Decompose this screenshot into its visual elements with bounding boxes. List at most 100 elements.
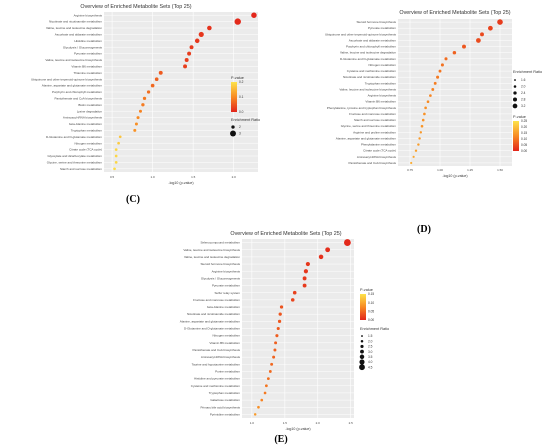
panel-e-title: Overview of Enriched Metabolite Sets (To…	[230, 231, 341, 237]
category-label: Valine, leucine and isoleucine biosynthe…	[339, 87, 396, 91]
category-label: beta-Alanine metabolism	[69, 122, 103, 126]
category-label: D-Glutamine and D-glutamate metabolism	[184, 327, 241, 331]
data-point	[412, 155, 415, 158]
data-point	[305, 261, 310, 267]
color-legend-tick: 0.10	[368, 301, 374, 305]
panel-e-color-bar	[360, 294, 366, 320]
data-point	[480, 32, 484, 37]
size-legend-label: 3.0	[368, 350, 373, 354]
data-point	[429, 94, 432, 97]
category-label: Fructose and mannose metabolism	[349, 112, 396, 116]
data-point	[113, 167, 116, 171]
data-point	[276, 326, 280, 331]
data-point	[325, 247, 331, 253]
category-label: Glycolysis / Gluconeogenesis	[63, 45, 103, 49]
data-point	[117, 141, 120, 145]
data-point	[440, 63, 444, 67]
panel-d-size-legend-title: Enrichment Ratio	[513, 70, 542, 74]
size-legend-label: 2.0	[368, 339, 373, 343]
size-legend-dot	[359, 359, 365, 365]
category-label: Selenocompound metabolism	[200, 241, 240, 245]
x-tick-label: 1.00	[437, 168, 443, 172]
panel-c-legend: P-value 0.2 0.1 0.0 Enrichment Ratio 2 3	[230, 76, 260, 137]
data-point	[268, 370, 272, 373]
color-legend-tick: 0.2	[239, 80, 244, 84]
data-point	[438, 69, 442, 73]
category-label: Arginine and proline metabolism	[353, 130, 396, 134]
size-legend-label: 3.2	[521, 104, 526, 108]
category-label: Purine metabolism	[215, 370, 240, 374]
data-point	[290, 298, 295, 302]
panel-e-legend: P-value 0.15 0.10 0.05 0.00 Enrichment Rati…	[359, 288, 389, 371]
data-point	[318, 254, 324, 260]
size-legend-dot	[231, 125, 235, 129]
data-point	[292, 290, 297, 295]
data-point	[414, 149, 418, 152]
category-label: Steroid hormone biosynthesis	[356, 20, 396, 24]
size-legend-label: 2.8	[521, 98, 526, 102]
data-point	[436, 75, 440, 79]
category-label: Lysine degradation	[77, 109, 103, 113]
data-point	[420, 124, 424, 128]
color-legend-tick: 0.00	[368, 318, 374, 322]
size-legend-label: 3.5	[368, 355, 373, 359]
category-label: D-Glutamine and D-glutamate metabolism	[46, 135, 103, 139]
data-point	[275, 334, 279, 338]
size-legend-dot	[230, 130, 236, 137]
category-label: Porphyrin and chlorophyll metabolism	[52, 90, 103, 94]
category-label: Glycolysis / Gluconeogenesis	[201, 276, 241, 280]
color-legend-tick: 0.15	[521, 131, 527, 135]
category-label: Pantothenate and CoA biosynthesis	[54, 96, 102, 100]
category-label: Cysteine and methionine metabolism	[191, 384, 241, 388]
size-legend-dot	[360, 344, 364, 348]
data-point	[497, 19, 503, 25]
size-legend-dot	[512, 97, 518, 102]
category-label: Fructose and mannose metabolism	[193, 298, 240, 302]
data-point	[303, 269, 309, 274]
x-tick-label: 1.50	[497, 168, 503, 172]
size-legend-label: 2.5	[368, 345, 373, 349]
panel-c-x-axis-label: -log10 (p-value)	[168, 181, 193, 185]
category-label: Sulfur relay system	[214, 291, 240, 295]
color-legend-tick: 0.05	[521, 143, 527, 147]
category-label: Aminoacyl-tRNA biosynthesis	[63, 116, 103, 120]
panel-c-chart: Overview of Enriched Metabolite Sets (To…	[31, 4, 260, 205]
data-point	[302, 283, 307, 288]
category-label: Alanine, aspartate and glutamate metabol…	[180, 319, 241, 323]
size-legend-dot	[512, 103, 518, 109]
x-tick-label: 2.0	[232, 175, 237, 179]
category-label: Glycine, serine and threonine metabolism	[47, 160, 103, 164]
category-label: Porphyrin and chlorophyll metabolism	[346, 45, 397, 49]
category-label: Valine, leucine and isoleucine degradati…	[184, 255, 240, 259]
panel-c-color-bar	[231, 82, 237, 112]
x-tick-label: 0.5	[110, 175, 115, 179]
data-point	[279, 305, 284, 309]
data-point	[278, 312, 282, 316]
data-point	[433, 81, 437, 85]
data-point	[207, 25, 212, 31]
x-tick-label: 0.75	[407, 168, 413, 172]
data-point	[273, 348, 277, 352]
panel-d-plot-area	[398, 19, 512, 166]
x-tick-label: 1.25	[467, 168, 473, 172]
category-label: Alanine, aspartate and glutamate metabol…	[42, 84, 103, 88]
category-label: Arginine biosynthesis	[368, 94, 397, 98]
category-label: Valine, leucine and isoleucine biosynthe…	[183, 248, 240, 252]
data-point	[421, 118, 425, 122]
category-label: Valine, leucine and isoleucine biosynthe…	[45, 58, 102, 62]
size-legend-dot	[360, 349, 364, 354]
data-point	[133, 128, 137, 132]
data-point	[344, 239, 351, 246]
category-label: Aminoacyl-tRNA biosynthesis	[201, 355, 241, 359]
data-point	[189, 45, 194, 50]
panel-e-label: (E)	[274, 434, 287, 445]
category-label: Histidine metabolism	[74, 39, 102, 43]
size-legend-label: 2	[239, 125, 241, 129]
data-point	[452, 50, 457, 55]
category-label: Vitamin B6 metabolism	[209, 341, 240, 345]
category-label: Glyoxylate and dicarboxylate metabolism	[47, 154, 102, 158]
size-legend-dot	[359, 364, 365, 371]
data-point	[418, 137, 421, 140]
category-label: Steroid hormone biosynthesis	[200, 262, 240, 266]
color-legend-tick: 0.15	[368, 292, 374, 296]
